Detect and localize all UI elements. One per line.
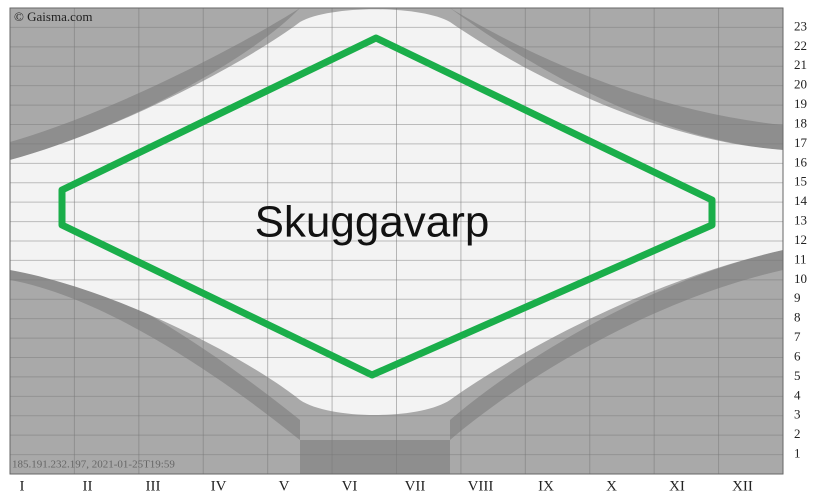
y-tick-label: 6 [794,348,801,363]
y-tick-label: 19 [794,96,807,111]
x-tick-label: V [279,478,290,494]
y-tick-label: 9 [794,290,801,305]
y-tick-label: 1 [794,446,801,461]
y-tick-label: 17 [794,135,808,150]
y-tick-label: 15 [794,174,807,189]
x-tick-label: IX [538,478,554,494]
y-tick-label: 5 [794,368,801,383]
y-tick-label: 23 [794,18,807,33]
y-tick-label: 16 [794,154,808,169]
y-tick-label: 21 [794,57,807,72]
y-tick-label: 2 [794,426,801,441]
y-tick-label: 3 [794,407,801,422]
y-tick-label: 8 [794,310,801,325]
y-tick-label: 4 [794,387,801,402]
x-tick-label: VIII [468,478,494,494]
y-tick-label: 22 [794,38,807,53]
x-tick-label: IV [211,478,227,494]
twilight-upper [10,8,783,160]
shadow-outline [58,34,716,379]
x-tick-label: III [146,478,161,494]
y-tick-label: 20 [794,77,807,92]
y-tick-label: 10 [794,271,807,286]
x-tick-label: X [606,478,617,494]
y-tick-label: 13 [794,213,807,228]
y-tick-label: 11 [794,251,807,266]
y-tick-label: 18 [794,115,807,130]
plot-frame [9,7,784,475]
x-tick-label: II [83,478,93,494]
footer-stamp: 185.191.232.197, 2021-01-25T19:59 [12,459,175,471]
x-tick-label: VI [342,478,358,494]
place-label: Skuggavarp [255,198,490,247]
y-tick-label: 14 [794,193,808,208]
y-tick-label: 7 [794,329,801,344]
copyright: © Gaisma.com [14,9,92,24]
grid [10,8,783,474]
x-tick-label: VII [405,478,426,494]
y-tick-label: 12 [794,232,807,247]
x-tick-label: XI [669,478,685,494]
x-tick-label: I [20,478,25,494]
x-tick-label: XII [732,478,753,494]
